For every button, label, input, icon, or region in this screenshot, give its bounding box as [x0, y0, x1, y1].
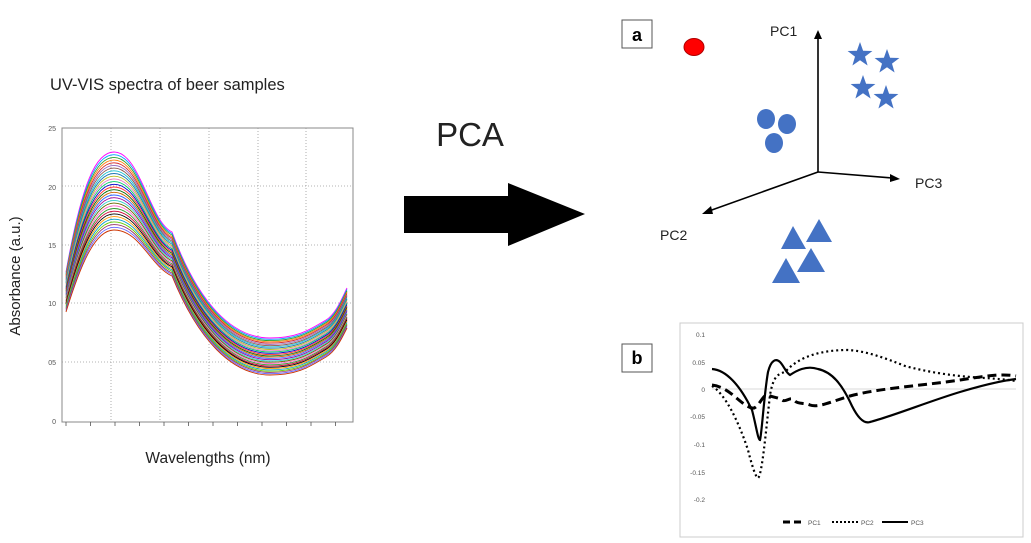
spectrum-curve: [65, 229, 348, 376]
pc2-arrowhead-icon: [702, 206, 713, 214]
panel-b: b 0.1 0.05 0 -0.05 -0.1 -0.15 -0.2 PC1 P…: [621, 322, 1024, 538]
spectrum-curve: [65, 208, 348, 366]
panel-a-label: a: [632, 25, 643, 45]
pca-arrow-icon: [404, 183, 585, 246]
legend-pc1-label: PC1: [808, 520, 821, 527]
y-tick-label: 0: [701, 387, 705, 394]
pc1-arrowhead-icon: [814, 30, 822, 39]
cluster-triangle-point: [797, 248, 825, 272]
cluster-triangle-point: [781, 226, 806, 249]
pc2-axis: [708, 171, 819, 212]
spectra-y-ticks: 25 20 15 10 05 0: [48, 126, 56, 426]
spectrum-curve: [65, 181, 348, 353]
panel-b-label: b: [632, 348, 643, 368]
spectrum-curve: [65, 156, 348, 342]
y-tick-label: 0.1: [696, 332, 705, 339]
y-tick-label: -0.15: [690, 470, 705, 477]
pc1-axis-label: PC1: [770, 23, 797, 39]
cluster-circle-point: [765, 133, 783, 153]
y-tick-label: 25: [48, 126, 56, 133]
spectrum-curve: [65, 213, 348, 368]
pc3-axis-label: PC3: [915, 175, 942, 191]
spectrum-curve: [65, 197, 348, 361]
cluster-circle-point: [757, 109, 775, 129]
spectrum-curve: [65, 164, 348, 345]
spectrum-curve: [65, 186, 348, 356]
panel-a-label-box: [621, 19, 653, 49]
spectrum-curve: [65, 183, 348, 354]
outlier-point: [683, 38, 705, 56]
spectrum-curve: [65, 167, 348, 347]
spectrum-curve: [65, 205, 348, 364]
y-tick-label: 10: [48, 301, 56, 308]
y-tick-label: 15: [48, 243, 56, 250]
spectrum-curve: [65, 199, 348, 362]
pca-label: PCA: [436, 116, 504, 153]
loadings-legend: PC1 PC2 PC3: [783, 520, 924, 527]
spectrum-curve: [65, 178, 348, 352]
pc3-loading-line: [711, 359, 1017, 442]
loadings-y-ticks: 0.1 0.05 0 -0.05 -0.1 -0.15 -0.2: [690, 332, 705, 504]
pc2-axis-label: PC2: [660, 227, 687, 243]
cluster-star-point: [873, 85, 899, 109]
spectra-y-axis-label: Absorbance (a.u.): [7, 216, 24, 335]
loadings-chart-frame: [679, 322, 1024, 538]
y-tick-label: 05: [48, 360, 56, 367]
spectrum-curve: [65, 194, 348, 359]
pc3-arrowhead-icon: [890, 174, 900, 182]
spectrum-curve: [65, 210, 348, 367]
cluster-star-point: [850, 75, 876, 99]
spectrum-curve: [65, 189, 348, 357]
y-tick-label: 0.05: [692, 360, 705, 367]
pc3-axis: [817, 171, 893, 179]
spectra-grid: [62, 128, 353, 422]
y-tick-label: -0.2: [694, 497, 706, 504]
spectrum-curve: [65, 216, 348, 370]
cluster-star-point: [847, 42, 873, 66]
cluster-stars: [847, 42, 900, 109]
spectra-curves: [65, 151, 348, 376]
spectrum-curve: [65, 162, 348, 344]
spectrum-curve: [65, 202, 348, 363]
spectra-x-ticks: [65, 422, 336, 426]
panel-a: a PC1 PC3 PC2: [621, 19, 942, 283]
spectrum-curve: [65, 151, 348, 339]
spectra-title: UV-VIS spectra of beer samples: [50, 76, 285, 94]
spectrum-curve: [65, 224, 348, 373]
spectra-plot-frame: [61, 127, 354, 423]
cluster-star-point: [874, 49, 900, 73]
spectrum-curve: [65, 226, 348, 375]
spectrum-curve: [65, 191, 348, 358]
spectrum-curve: [65, 218, 348, 371]
spectrum-curve: [65, 159, 348, 343]
y-tick-label: -0.1: [694, 442, 706, 449]
cluster-triangle-point: [772, 258, 800, 283]
y-tick-label: 0: [52, 419, 56, 426]
cluster-triangle-point: [806, 219, 832, 242]
pca-arrow-group: PCA: [404, 116, 585, 246]
spectrum-curve: [65, 170, 348, 348]
cluster-circle-point: [778, 114, 796, 134]
legend-pc3-label: PC3: [911, 520, 924, 527]
y-tick-label: -0.05: [690, 414, 705, 421]
spectra-x-axis-label: Wavelengths (nm): [145, 450, 270, 467]
spectrum-curve: [65, 173, 348, 349]
spectrum-curve: [65, 154, 348, 340]
legend-pc2-label: PC2: [861, 520, 874, 527]
panel-b-label-box: [621, 343, 653, 373]
spectrum-curve: [65, 221, 348, 372]
spectrum-curve: [65, 175, 348, 350]
spectra-panel: UV-VIS spectra of beer samples 25 20 15 …: [7, 76, 354, 467]
y-tick-label: 20: [48, 185, 56, 192]
